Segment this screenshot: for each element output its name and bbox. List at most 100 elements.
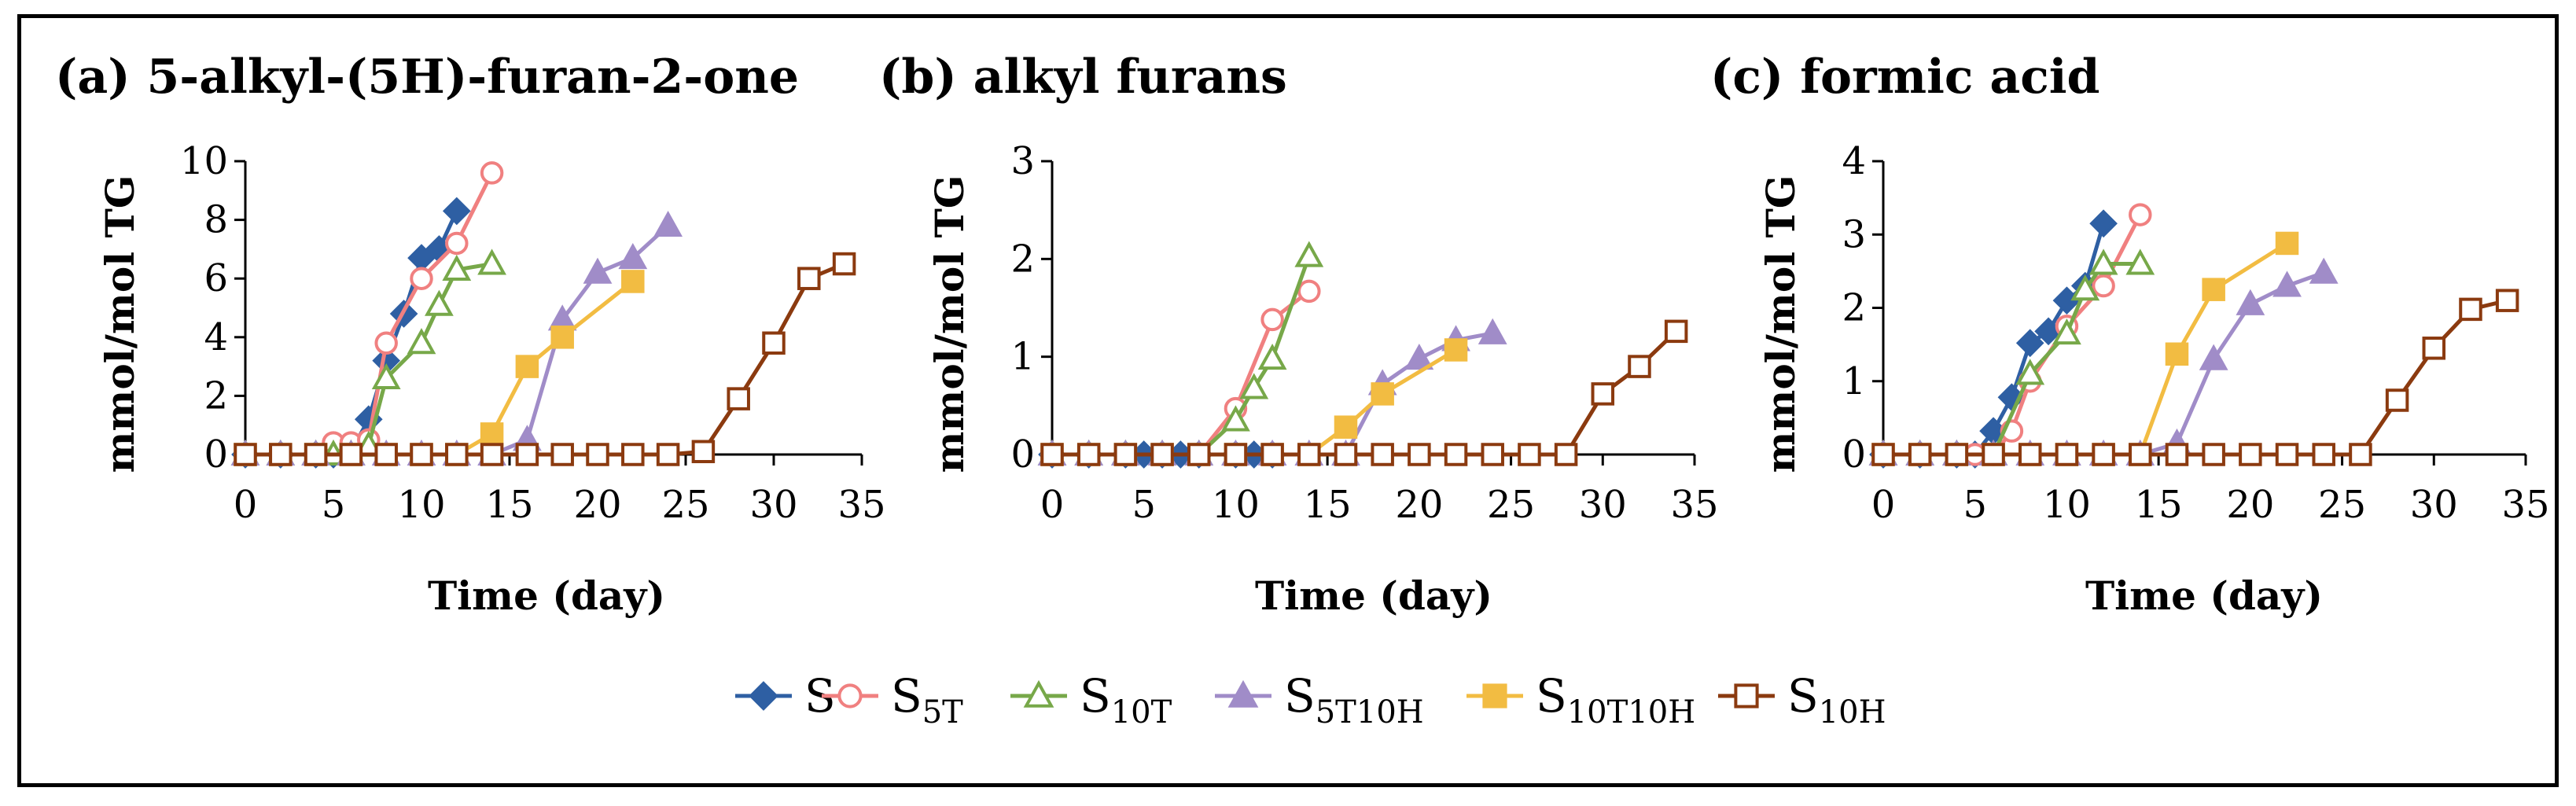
data-point [1945,443,1969,466]
series-S10T10H [1871,231,2299,466]
data-point [2055,443,2079,466]
data-point [1371,382,1394,406]
series-S5T10H [1037,318,1507,466]
legend-item: S5T [822,669,963,731]
series-S10T [1037,241,1324,466]
figure-frame [17,14,2559,787]
data-point [1113,443,1138,466]
data-point [339,443,363,466]
data-point [1294,241,1324,267]
data-point [425,289,454,316]
series-line [245,262,845,457]
y-tick-label: 2 [1842,286,1866,330]
y-tick-label: 0 [1010,432,1035,477]
x-tick-label: 0 [1040,483,1065,527]
panel-a: 0 2 4 6 8 10 0 5 10 15 20 25 30 35 [180,139,886,527]
series-S10H [1871,289,2519,466]
data-point [2312,443,2335,466]
legend-marker [749,681,778,711]
data-point [1628,355,1651,378]
y-tick-label: 10 [180,139,228,183]
y-tick-label: 2 [204,374,228,418]
data-point [653,210,683,237]
data-point [1187,443,1211,466]
x-tick-label: 15 [485,483,533,527]
data-point [2129,203,2152,226]
panel-b-xlabel: Time (day) [1255,572,1492,619]
data-point [2309,257,2339,284]
legend-label: S10T10H [1536,669,1695,731]
series-line [1052,329,1678,457]
data-point [2015,329,2044,358]
data-point [2495,289,2519,312]
panel-c: 0 1 2 3 4 0 5 10 15 20 25 30 35 [1842,139,2549,527]
data-point [304,443,328,466]
data-point [797,267,821,290]
data-point [656,443,680,466]
data-point [410,443,433,466]
series-S10T [230,248,506,466]
data-point [1260,443,1284,466]
panel-c-xlabel: Time (day) [2085,572,2323,619]
y-tick-label: 0 [1842,432,1866,477]
data-point [410,267,433,290]
legend-item: S10T [1010,669,1172,731]
legend-marker [837,683,863,708]
x-tick-label: 35 [1670,483,1718,527]
y-tick-label: 0 [204,432,228,477]
x-tick-label: 5 [1132,483,1156,527]
x-tick-label: 35 [2501,483,2549,527]
data-point [374,331,398,355]
data-point [2272,271,2302,297]
data-point [2015,359,2045,385]
data-point [480,443,504,466]
x-tick-label: 20 [573,483,621,527]
x-tick-label: 25 [661,483,709,527]
y-tick-label: 1 [1842,359,1866,403]
panel-a-xlabel: Time (day) [428,572,665,619]
x-tick-label: 35 [837,483,885,527]
data-point [515,443,539,466]
y-tick-label: 1 [1010,335,1035,379]
data-point [2089,209,2118,238]
data-point [550,443,574,466]
data-point [515,355,539,378]
data-point [1224,443,1248,466]
data-point [1404,344,1434,370]
data-point [445,443,469,466]
legend-label: S5T10H [1284,669,1424,731]
data-point [1871,443,1895,466]
data-point [1478,318,1507,344]
data-point [2199,344,2228,370]
x-tick-label: 25 [2318,483,2366,527]
series-S [231,197,471,469]
data-point [1982,443,2005,466]
panel-a-title: (a) 5-alkyl-(5H)-furan-2-one [55,50,799,105]
data-point [2275,443,2299,466]
series-S5T [1871,203,2152,466]
x-tick-label: 10 [2043,483,2091,527]
data-point [621,270,645,293]
data-point [832,252,856,276]
data-point [2070,274,2100,301]
data-point [586,443,609,466]
panel-b-title: (b) alkyl furans [879,50,1287,105]
data-point [445,231,469,256]
y-tick-label: 4 [204,315,228,359]
data-point [2422,337,2446,360]
data-point [2236,289,2265,315]
x-tick-label: 30 [2410,483,2458,527]
data-point [2459,297,2482,322]
x-tick-label: 15 [1304,483,1352,527]
y-tick-label: 2 [1010,237,1035,281]
series-S5T [1040,279,1321,466]
y-tick-label: 6 [204,256,228,300]
data-point [727,387,750,410]
data-point [1221,405,1250,432]
legend-item: S10H [1718,669,1886,731]
data-point [618,242,648,270]
legend-item: S5T10H [1215,669,1424,731]
data-point [621,443,645,466]
series-S10H [234,252,856,466]
